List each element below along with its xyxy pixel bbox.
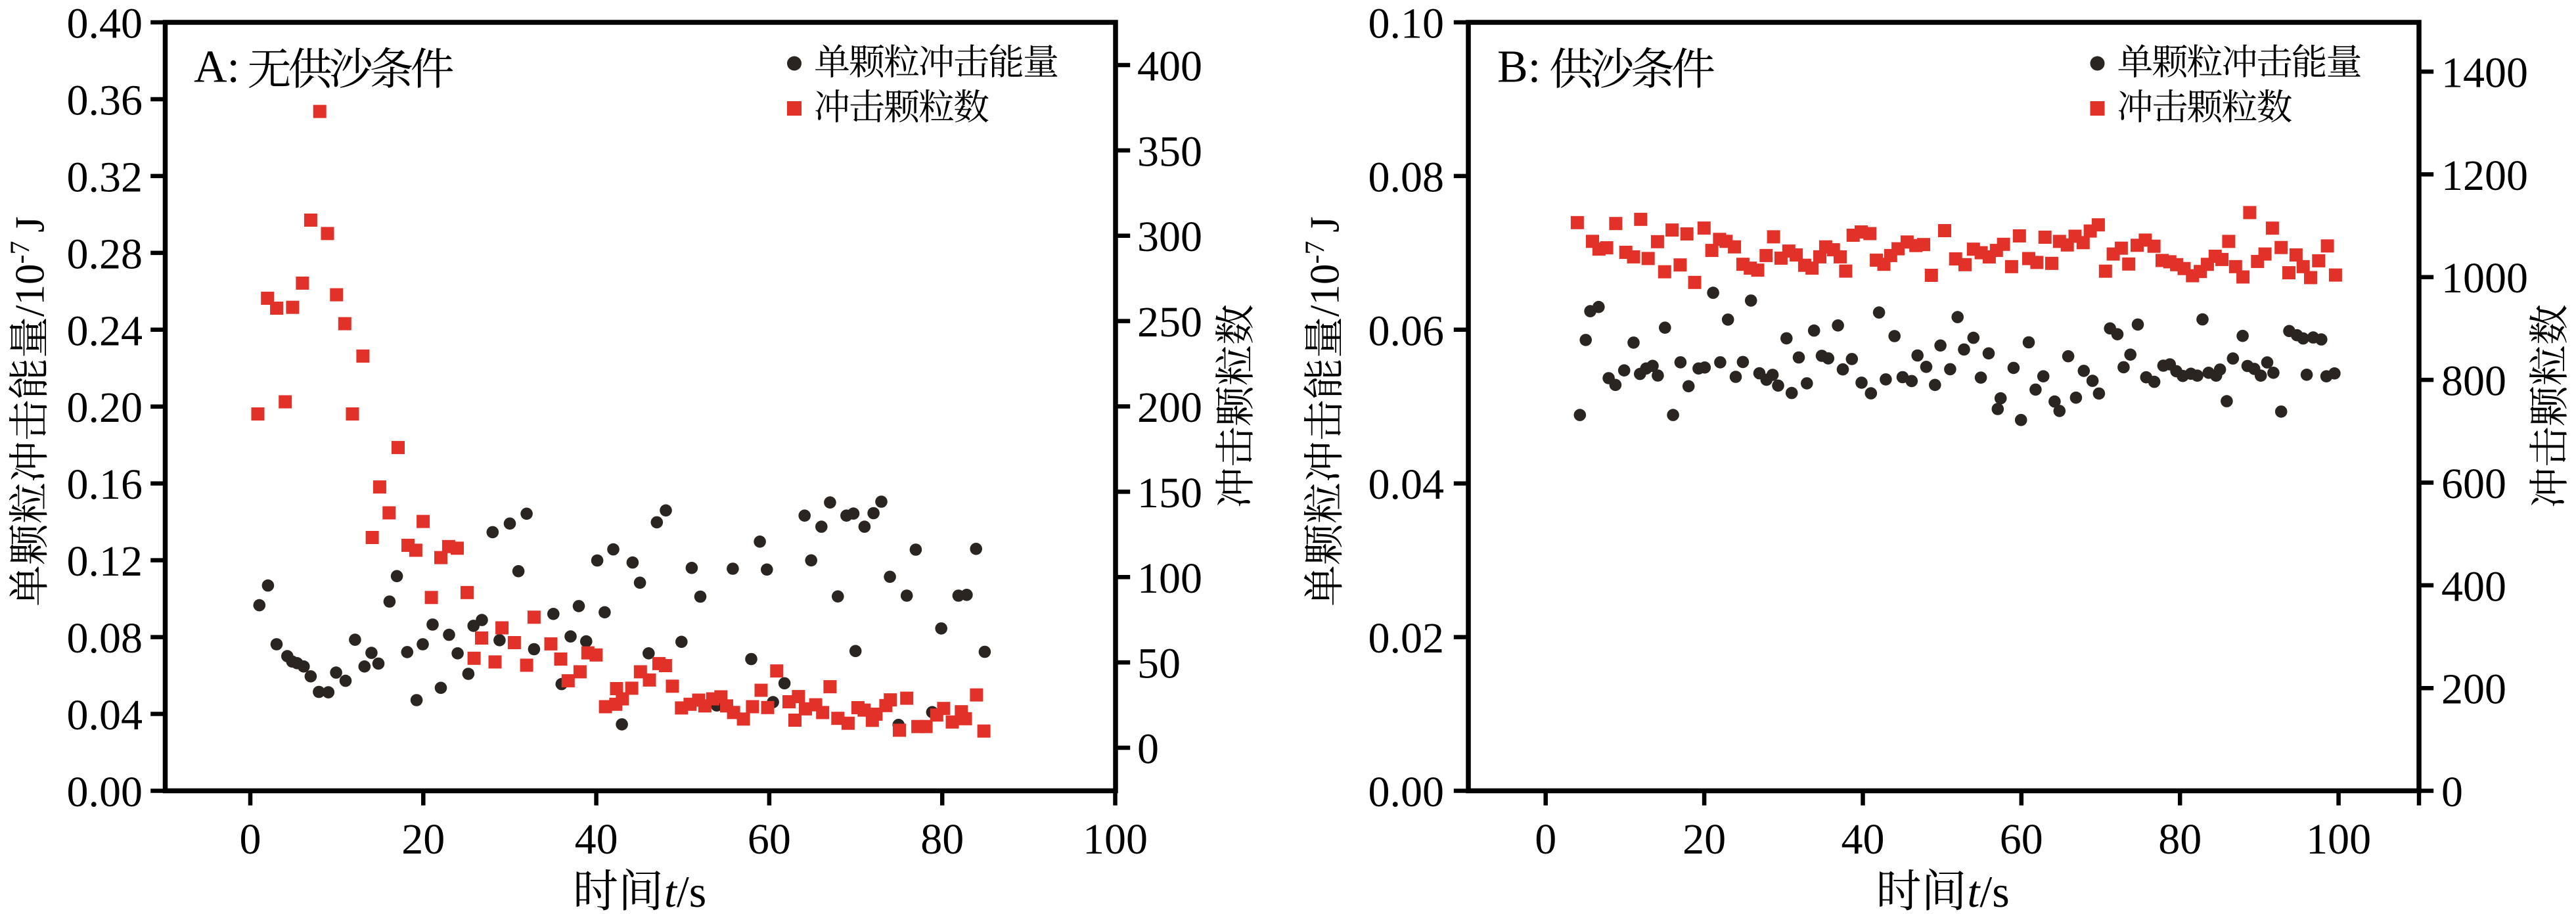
svg-text:200: 200: [2441, 666, 2506, 714]
svg-text:600: 600: [2441, 460, 2506, 508]
svg-text:20: 20: [1683, 815, 1726, 863]
svg-text:300: 300: [1137, 213, 1202, 261]
svg-text:80: 80: [2158, 815, 2202, 863]
svg-text:0: 0: [2441, 768, 2463, 816]
svg-text:0.40: 0.40: [67, 0, 143, 48]
svg-text:80: 80: [920, 815, 964, 863]
svg-text:150: 150: [1137, 469, 1202, 517]
svg-text:1000: 1000: [2441, 254, 2528, 302]
svg-text:0.02: 0.02: [1368, 614, 1445, 662]
svg-text:A:: A:: [194, 42, 249, 93]
svg-text:/10-7 J: /10-7 J: [6, 216, 53, 317]
svg-text:0: 0: [240, 815, 261, 863]
svg-text:0.00: 0.00: [67, 768, 143, 816]
svg-text:200: 200: [1137, 384, 1202, 432]
svg-text:0.24: 0.24: [67, 307, 143, 355]
svg-text:40: 40: [1842, 815, 1885, 863]
svg-text:/10-7 J: /10-7 J: [1301, 216, 1348, 317]
svg-text:B:: B:: [1497, 42, 1550, 93]
svg-text:0.28: 0.28: [67, 230, 143, 278]
svg-text:0: 0: [1535, 815, 1556, 863]
svg-text:100: 100: [1083, 815, 1148, 863]
svg-text:0.32: 0.32: [67, 153, 143, 201]
svg-text:100: 100: [2306, 815, 2371, 863]
svg-text:800: 800: [2441, 357, 2506, 405]
svg-text:0.10: 0.10: [1368, 0, 1445, 48]
svg-text:1400: 1400: [2441, 49, 2528, 97]
svg-text:100: 100: [1137, 555, 1202, 603]
svg-text:60: 60: [2000, 815, 2043, 863]
svg-text:40: 40: [575, 815, 618, 863]
svg-text:350: 350: [1137, 127, 1202, 175]
svg-text:50: 50: [1137, 640, 1181, 688]
svg-text:0.04: 0.04: [67, 691, 143, 739]
svg-text:0.08: 0.08: [67, 614, 143, 662]
svg-text:0: 0: [1137, 725, 1159, 773]
svg-text:0.00: 0.00: [1368, 768, 1445, 816]
svg-text:60: 60: [748, 815, 791, 863]
svg-text:t/s: t/s: [1968, 867, 2010, 914]
svg-text:0.04: 0.04: [1368, 461, 1445, 509]
svg-text:0.20: 0.20: [67, 384, 143, 432]
svg-text:t/s: t/s: [664, 867, 706, 914]
svg-text:0.12: 0.12: [67, 537, 143, 585]
svg-text:0.16: 0.16: [67, 461, 143, 509]
svg-text:250: 250: [1137, 298, 1202, 346]
svg-text:20: 20: [401, 815, 445, 863]
svg-text:400: 400: [1137, 43, 1202, 91]
svg-text:400: 400: [2441, 562, 2506, 610]
svg-text:1200: 1200: [2441, 152, 2528, 200]
svg-text:0.36: 0.36: [67, 77, 143, 125]
svg-text:0.08: 0.08: [1368, 153, 1445, 201]
svg-text:0.06: 0.06: [1368, 307, 1445, 355]
